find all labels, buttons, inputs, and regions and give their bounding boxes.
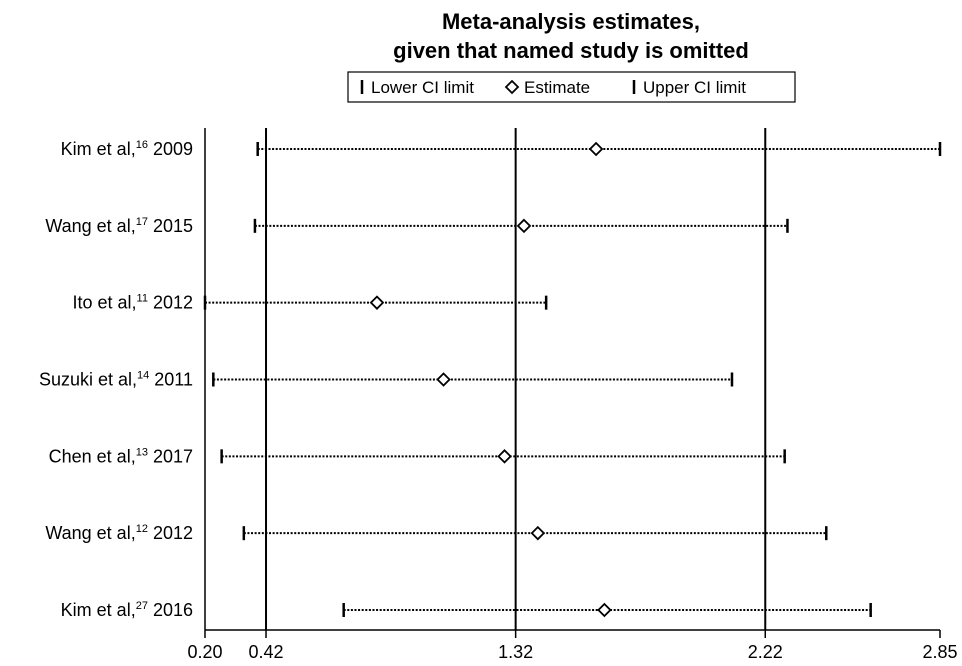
study-author: Suzuki et al, xyxy=(39,370,137,390)
study-label: Wang et al,17 2015 xyxy=(45,216,193,236)
study-row: Kim et al,27 2016 xyxy=(61,600,872,620)
estimate-marker xyxy=(436,372,451,387)
x-tick-label: 2.22 xyxy=(748,642,783,662)
study-row: Wang et al,17 2015 xyxy=(45,216,789,236)
study-year: 2012 xyxy=(148,523,193,543)
estimate-marker xyxy=(516,218,532,234)
study-year: 2012 xyxy=(148,293,193,313)
study-label: Kim et al,16 2009 xyxy=(61,139,193,159)
study-year: 2009 xyxy=(148,139,193,159)
study-row: Suzuki et al,14 2011 xyxy=(39,370,734,390)
study-reference: 12 xyxy=(136,523,148,535)
study-label: Wang et al,12 2012 xyxy=(45,523,193,543)
study-year: 2017 xyxy=(148,446,193,466)
legend-box xyxy=(347,71,796,103)
x-tick-label: 2.85 xyxy=(922,642,957,662)
estimate-marker xyxy=(597,602,612,618)
study-year: 2016 xyxy=(148,600,193,620)
study-reference: 17 xyxy=(136,216,148,228)
legend-upper-label: Upper CI limit xyxy=(643,78,746,97)
study-label: Suzuki et al,14 2011 xyxy=(39,370,193,390)
x-tick-label: 0.20 xyxy=(187,642,222,662)
study-row: Kim et al,16 2009 xyxy=(61,139,942,159)
study-year: 2011 xyxy=(149,370,193,390)
estimate-marker xyxy=(369,295,385,310)
legend-estimate-marker xyxy=(504,79,520,95)
study-author: Kim et al, xyxy=(61,600,136,620)
estimate-marker xyxy=(530,525,546,541)
study-row: Chen et al,13 2017 xyxy=(49,446,786,466)
study-author: Ito et al, xyxy=(72,293,136,313)
study-reference: 11 xyxy=(137,293,148,305)
study-author: Chen et al, xyxy=(49,446,136,466)
legend: Lower CI limit Estimate Upper CI limit xyxy=(347,71,796,103)
study-reference: 16 xyxy=(136,139,148,151)
study-reference: 13 xyxy=(136,446,148,458)
study-year: 2015 xyxy=(148,216,193,236)
study-reference: 14 xyxy=(137,370,149,382)
study-author: Wang et al, xyxy=(45,216,135,236)
study-label: Chen et al,13 2017 xyxy=(49,446,193,466)
chart-title-line-1: Meta-analysis estimates, xyxy=(442,9,700,34)
study-label: Ito et al,11 2012 xyxy=(72,293,193,313)
study-reference: 27 xyxy=(136,600,148,612)
x-tick-label: 1.32 xyxy=(498,642,533,662)
study-label: Kim et al,27 2016 xyxy=(61,600,193,620)
study-author: Wang et al, xyxy=(45,523,135,543)
legend-lower-label: Lower CI limit xyxy=(371,78,474,97)
study-row: Ito et al,11 2012 xyxy=(72,293,548,313)
chart-title-line-2: given that named study is omitted xyxy=(393,38,749,63)
estimate-marker xyxy=(497,449,512,464)
study-author: Kim et al, xyxy=(61,139,136,159)
x-tick-label: 0.42 xyxy=(248,642,283,662)
legend-estimate-label: Estimate xyxy=(524,78,590,97)
estimate-marker xyxy=(588,141,604,157)
study-row: Wang et al,12 2012 xyxy=(45,523,828,543)
